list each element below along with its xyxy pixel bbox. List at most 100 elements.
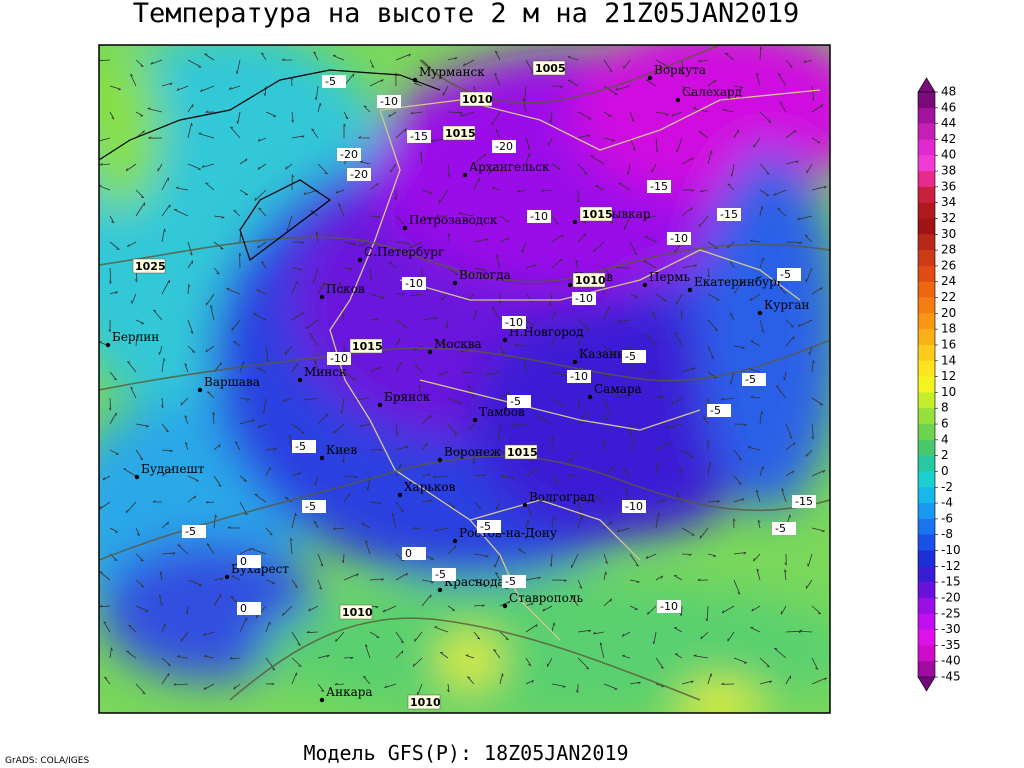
wind-arrow	[239, 158, 248, 165]
isotherm-label-box	[772, 522, 796, 535]
wind-arrow	[785, 442, 796, 451]
wind-arrow	[465, 654, 475, 659]
wind-arrow	[541, 189, 553, 192]
city-dot	[134, 474, 140, 480]
wind-arrow	[291, 311, 304, 321]
wind-arrow	[109, 449, 119, 455]
wind-arrow	[205, 500, 215, 504]
wind-arrow	[811, 423, 814, 440]
wind-arrow	[135, 605, 149, 612]
wind-arrow	[232, 341, 241, 347]
city-dot	[687, 287, 693, 293]
isotherm-label-box	[507, 395, 531, 408]
wind-arrow	[135, 683, 146, 695]
wind-arrow	[751, 605, 761, 612]
city-label: Казань	[579, 347, 624, 361]
wind-arrow	[126, 650, 137, 659]
wind-arrow	[260, 52, 267, 61]
wind-arrow	[239, 189, 249, 196]
wind-arrow	[707, 440, 710, 451]
wind-arrow	[681, 680, 694, 685]
wind-arrow	[447, 605, 456, 611]
wind-arrow	[135, 111, 144, 117]
wind-arrow	[525, 602, 534, 607]
wind-arrow	[369, 501, 381, 505]
wind-arrow	[314, 85, 319, 101]
wind-arrow	[233, 210, 241, 217]
wind-arrow	[135, 423, 149, 428]
wind-arrow	[187, 475, 199, 482]
wind-arrow	[99, 571, 111, 581]
colorbar-swatch	[918, 566, 935, 583]
colorbar-swatch	[918, 661, 935, 678]
wind-arrow	[551, 475, 559, 485]
wind-arrow	[312, 267, 319, 284]
wind-arrow	[369, 631, 380, 638]
wind-arrow	[176, 655, 189, 659]
colorbar-swatch	[918, 597, 935, 615]
wind-arrow	[551, 163, 561, 170]
wind-arrow	[548, 137, 553, 146]
wind-arrow	[652, 631, 657, 645]
wind-arrow	[317, 553, 324, 567]
wind-arrow	[491, 306, 501, 321]
wind-arrow	[780, 605, 787, 615]
wind-arrow	[416, 683, 423, 696]
colorbar-label: 6	[941, 417, 949, 431]
wind-arrow	[447, 233, 451, 243]
isotherm-label: -5	[780, 268, 791, 281]
wind-arrow	[447, 423, 458, 436]
wind-arrow	[733, 85, 744, 89]
isobar-label: 1015	[445, 127, 476, 140]
wind-arrow	[494, 72, 501, 87]
wind-arrow	[807, 553, 813, 567]
wind-arrow	[733, 449, 743, 461]
wind-arrow	[390, 163, 397, 173]
isotherm-label: -5	[775, 522, 786, 535]
wind-arrow	[473, 238, 489, 243]
wind-arrow	[784, 569, 787, 581]
colorbar-swatch	[918, 155, 935, 172]
wind-arrow	[203, 654, 215, 659]
wind-arrow	[698, 215, 709, 228]
wind-arrow	[629, 423, 632, 437]
wind-arrow	[360, 423, 371, 427]
wind-arrow	[291, 672, 298, 685]
wind-arrow	[499, 345, 506, 355]
wind-arrow	[722, 108, 735, 113]
colorbar-swatch	[918, 408, 935, 425]
wind-arrow	[291, 362, 298, 373]
wind-arrow	[755, 489, 761, 503]
colorbar-label: 46	[941, 100, 956, 114]
wind-arrow	[161, 82, 173, 87]
wind-arrow	[447, 397, 463, 405]
wind-arrow	[674, 653, 683, 659]
wind-arrow	[733, 423, 747, 427]
wind-arrow	[99, 137, 111, 142]
wind-arrow	[304, 397, 319, 401]
wind-arrow	[733, 345, 745, 350]
wind-arrow	[733, 475, 742, 485]
wind-arrow	[204, 53, 215, 61]
isobar-label: 1015	[352, 340, 383, 353]
wind-arrow	[747, 446, 761, 451]
wind-arrow	[421, 443, 428, 451]
isotherm-label-box	[327, 352, 351, 365]
wind-arrow	[148, 136, 163, 139]
credit: GrADS: COLA/IGES	[5, 756, 89, 766]
wind-arrow	[257, 241, 267, 249]
city-label: Москва	[434, 337, 482, 351]
wind-arrow	[395, 423, 399, 436]
colorbar-label: 22	[941, 290, 956, 304]
wind-arrow	[525, 679, 534, 685]
wind-arrow	[590, 155, 605, 165]
wind-arrow	[549, 111, 553, 123]
colorbar-label: 44	[941, 116, 956, 130]
map	[99, 45, 830, 713]
colorbar-swatch	[918, 218, 935, 235]
wind-arrow	[184, 415, 189, 425]
wind-arrow	[369, 215, 381, 219]
colorbar-swatch	[918, 234, 935, 251]
wind-arrow	[254, 189, 267, 201]
wind-arrow	[707, 150, 713, 165]
